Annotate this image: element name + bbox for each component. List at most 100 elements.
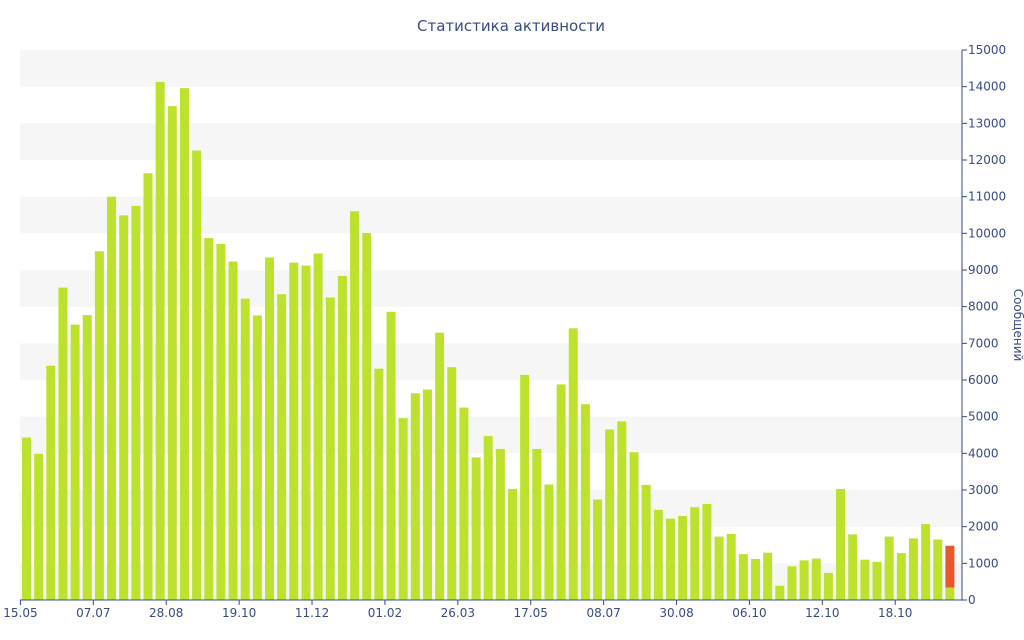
bar (617, 421, 627, 600)
bar (811, 558, 821, 600)
bar (155, 81, 165, 600)
bar (313, 253, 323, 600)
y-axis-label: Сообщений (1011, 289, 1024, 362)
y-tick-label: 12000 (968, 153, 1006, 167)
bar (143, 173, 153, 600)
bar (751, 558, 760, 600)
grid-band (20, 123, 962, 160)
y-tick-label: 9000 (968, 263, 999, 277)
bar (204, 238, 214, 600)
bar (641, 484, 651, 600)
bar (884, 536, 894, 600)
x-tick-label: 15.05 (3, 606, 37, 620)
y-tick-label: 10000 (968, 226, 1006, 240)
x-tick-label: 26.03 (441, 606, 475, 620)
bar (252, 315, 262, 600)
y-axis-ticks: 0 1000 2000 3000 4000 5000 6000 7000 8000 9000 100… (962, 43, 1006, 607)
bar (508, 488, 517, 600)
bar (362, 232, 372, 600)
bar (337, 275, 347, 600)
bar (860, 559, 870, 600)
bar (726, 534, 736, 600)
bar (325, 297, 335, 600)
bar (532, 448, 542, 600)
bar (653, 509, 663, 600)
grid-band (20, 196, 962, 234)
bar (678, 516, 688, 600)
y-tick-label: 3000 (968, 483, 999, 497)
grid-band (20, 270, 962, 307)
y-tick-label: 14000 (968, 80, 1006, 94)
bar (738, 554, 748, 600)
bar (167, 106, 177, 600)
bar (495, 448, 505, 600)
bar-current-highlight (945, 545, 955, 588)
grid-band (20, 50, 962, 87)
bar (70, 324, 80, 600)
bar (593, 499, 603, 600)
bar (398, 418, 408, 600)
bar (179, 88, 189, 600)
y-tick-label: 13000 (968, 116, 1006, 130)
bar-current (945, 587, 955, 600)
bar (896, 553, 906, 600)
bar (301, 265, 311, 600)
bar (119, 215, 129, 600)
bar (240, 298, 250, 600)
x-tick-label: 11.12 (295, 606, 329, 620)
bar (447, 367, 457, 600)
grid-bands (20, 50, 962, 600)
bar (665, 518, 675, 600)
bar (787, 566, 797, 600)
bar (228, 261, 238, 600)
y-tick-label: 0 (968, 593, 976, 607)
bar (131, 205, 141, 601)
bar (94, 251, 104, 601)
bar (459, 407, 469, 600)
bar (629, 452, 639, 600)
bar (107, 196, 117, 600)
bar (435, 332, 445, 600)
bar (714, 536, 724, 600)
y-tick-label: 8000 (968, 300, 999, 314)
bar (192, 150, 202, 600)
x-tick-label: 28.08 (149, 606, 183, 620)
bar (763, 552, 773, 600)
bar (350, 211, 360, 601)
grid-band (20, 343, 962, 380)
bar (386, 311, 396, 600)
x-tick-label: 06.10 (732, 606, 766, 620)
bar (471, 457, 481, 600)
bar (520, 374, 530, 600)
bar (374, 368, 384, 600)
bar (82, 315, 92, 600)
x-tick-label: 01.02 (368, 606, 402, 620)
bar (848, 534, 858, 600)
x-tick-label: 19.10 (222, 606, 256, 620)
bar (544, 484, 554, 600)
bar (289, 262, 299, 600)
x-tick-label: 07.07 (76, 606, 110, 620)
bar (265, 257, 274, 600)
y-tick-label: 7000 (968, 336, 999, 350)
y-tick-label: 15000 (968, 43, 1006, 57)
x-axis-ticks: 15.05 07.07 28.08 19.10 11.12 01.02 26.03 17.05… (3, 600, 912, 620)
y-tick-label: 4000 (968, 446, 999, 460)
x-tick-label: 17.05 (514, 606, 548, 620)
y-tick-label: 2000 (968, 520, 999, 534)
bar (933, 539, 943, 600)
bar (836, 488, 846, 600)
bar (483, 436, 493, 600)
chart-title: Статистика активности (417, 17, 605, 35)
x-tick-label: 30.08 (659, 606, 693, 620)
bar (921, 524, 931, 600)
bar (556, 384, 566, 600)
x-tick-label: 08.07 (586, 606, 620, 620)
x-tick-label: 12.10 (805, 606, 839, 620)
y-tick-label: 11000 (968, 190, 1006, 204)
bar (422, 389, 432, 600)
bar (277, 294, 287, 600)
bar (580, 404, 590, 600)
bar (22, 437, 31, 600)
bar (775, 585, 785, 600)
